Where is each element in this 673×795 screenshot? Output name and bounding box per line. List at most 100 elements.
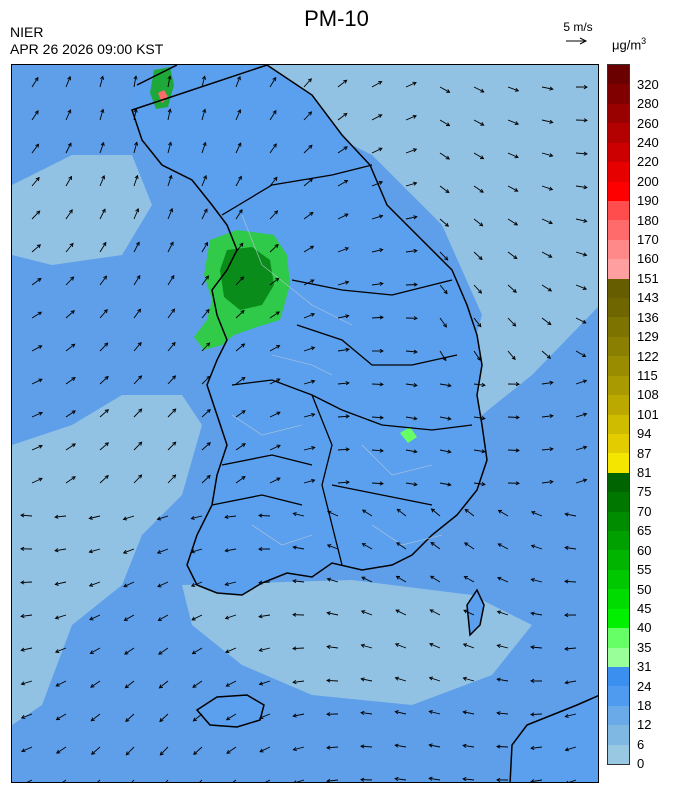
wind-arrow-head [395, 609, 400, 614]
wind-arrow [463, 744, 475, 748]
wind-arrow [91, 746, 101, 755]
wind-arrow [31, 477, 43, 484]
wind-arrow-head [239, 276, 245, 281]
wind-arrow-head [361, 576, 366, 581]
legend-tick-label: 0 [637, 756, 645, 772]
wind-arrow-head [343, 79, 348, 84]
wind-arrow [259, 680, 271, 685]
wind-arrow [405, 148, 417, 154]
wind-arrow [157, 515, 169, 520]
wind-arrow [429, 744, 441, 748]
wind-arrow [327, 544, 339, 550]
wind-arrow [405, 182, 417, 187]
wind-arrow-head [564, 713, 569, 718]
wind-arrow-head [123, 617, 128, 621]
wind-arrow [133, 408, 143, 418]
wind-arrow-head [134, 174, 139, 180]
source-label: NIER [10, 24, 44, 40]
wind-arrow-head [530, 745, 535, 751]
wind-arrow-head [530, 712, 535, 717]
wind-arrow-head [512, 288, 517, 293]
wind-arrow [226, 746, 237, 754]
wind-arrow-head [237, 75, 241, 81]
wind-arrow [89, 548, 101, 553]
wind-arrow [55, 581, 67, 585]
wind-arrow-head [20, 714, 26, 719]
wind-arrow-head [206, 375, 211, 380]
wind-arrow [303, 313, 315, 319]
legend-tick-label: 180 [637, 212, 659, 228]
wind-arrow [473, 482, 485, 485]
wind-arrow [575, 446, 587, 451]
wind-arrow [541, 284, 552, 292]
wind-arrow-head [549, 380, 554, 385]
wind-arrow-head [413, 416, 418, 421]
wind-arrow-head [54, 581, 59, 586]
wind-arrow [90, 647, 101, 654]
wind-arrow [133, 474, 142, 484]
wind-arrow-head [583, 185, 588, 190]
wind-arrow-head [167, 108, 172, 113]
wind-arrow [65, 243, 74, 253]
wind-arrow [507, 317, 516, 327]
wind-arrow [265, 779, 271, 782]
wind-arrow [99, 142, 105, 154]
wind-arrow-head [530, 611, 535, 616]
wind-arrow-head [310, 312, 316, 317]
wind-arrow-head [258, 614, 263, 619]
wind-arrow-head [513, 255, 518, 260]
legend-swatch [608, 666, 629, 687]
wind-arrow [165, 779, 169, 782]
legend-swatch [608, 298, 629, 318]
wind-arrow-head [530, 779, 535, 782]
wind-arrow [439, 317, 447, 328]
legend-swatch [608, 705, 629, 726]
wind-arrow-head [309, 211, 314, 216]
wind-arrow [65, 310, 75, 319]
wind-arrow [65, 343, 75, 352]
wind-arrow-head [276, 378, 281, 383]
wind-arrow-head [292, 579, 297, 584]
wind-arrow [65, 209, 73, 220]
wind-arrow-head [310, 346, 316, 351]
wind-arrow-head [326, 778, 331, 782]
kyushu-coast [509, 695, 598, 782]
wind-arrow [133, 441, 143, 451]
legend-swatch [608, 414, 629, 435]
wind-arrow [439, 251, 449, 261]
wind-arrow-head [481, 482, 486, 487]
wind-arrow-head [476, 356, 481, 361]
wind-arrow-head [275, 277, 280, 282]
wind-arrow [337, 180, 348, 187]
wind-arrow [575, 350, 586, 357]
wind-arrow [133, 342, 142, 352]
wind-arrow [541, 119, 553, 123]
wind-arrow-head [462, 776, 467, 782]
wind-arrow-head [360, 777, 365, 782]
wind-arrow-head [326, 611, 331, 616]
wind-arrow-head [104, 442, 109, 447]
wind-arrow [326, 679, 339, 682]
wind-arrow-head [240, 309, 245, 314]
wind-arrow-head [90, 683, 95, 688]
wind-arrow [430, 575, 441, 583]
wind-arrow [21, 647, 33, 651]
wind-arrow [235, 142, 242, 154]
legend-tick-label: 31 [637, 659, 652, 675]
wind-arrow-head [104, 342, 109, 347]
district-borders [231, 214, 443, 546]
legend-swatch [608, 142, 629, 163]
wind-arrow-head [276, 477, 281, 482]
wind-arrow-head [582, 286, 588, 290]
wind-arrow-head [104, 409, 110, 414]
pm10-map[interactable] [11, 64, 599, 783]
wind-arrow [361, 610, 373, 616]
coastline [131, 65, 488, 596]
wind-arrow-head [125, 717, 130, 723]
legend-swatch [608, 686, 629, 707]
wind-arrow [89, 614, 101, 621]
wind-arrow-head [514, 87, 520, 92]
wind-arrow-head [326, 678, 331, 683]
wind-arrow-head [157, 617, 162, 621]
wind-arrow [327, 612, 339, 616]
